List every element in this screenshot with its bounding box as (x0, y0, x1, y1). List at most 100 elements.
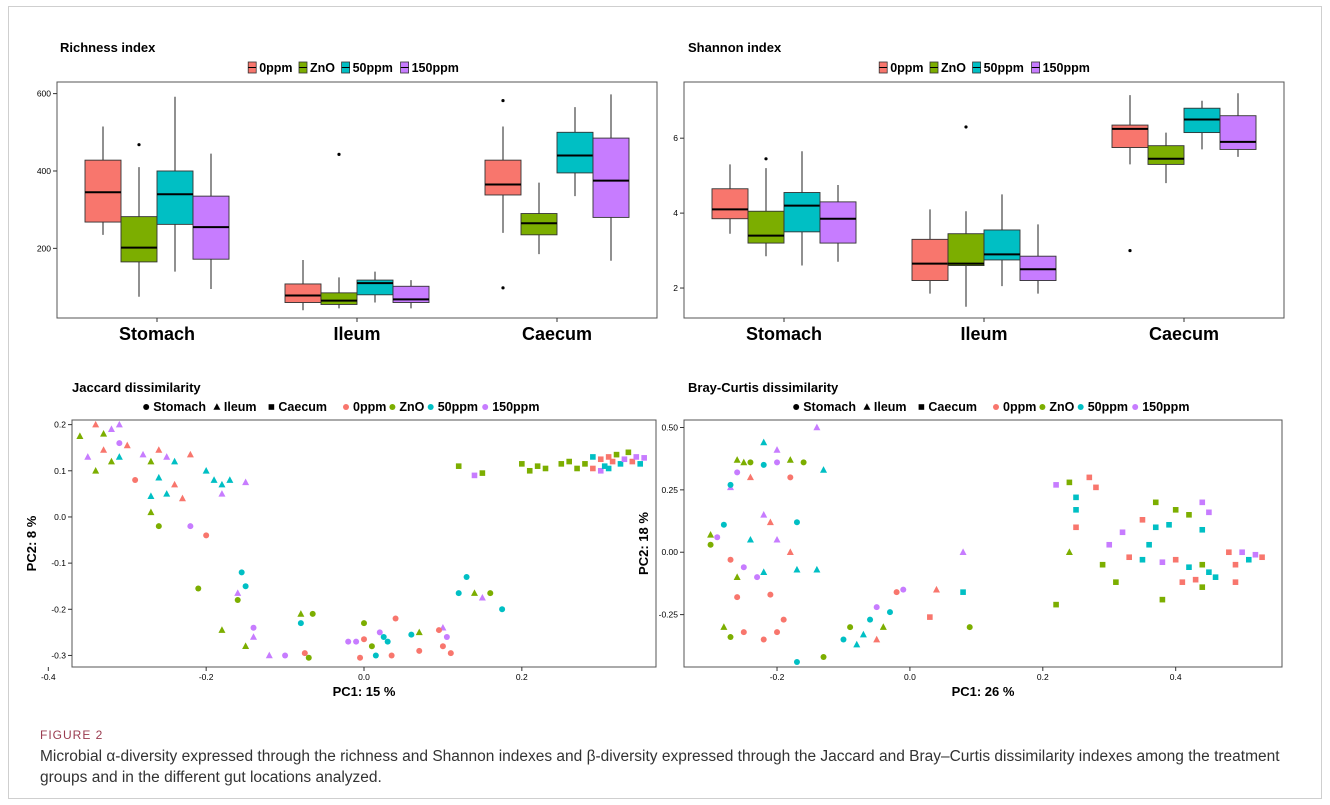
data-point (171, 457, 179, 465)
y-tick-label: -0.3 (51, 650, 66, 660)
x-tick-label: -0.2 (199, 672, 214, 682)
data-point (1073, 507, 1079, 513)
box (120, 216, 158, 263)
box (1111, 124, 1149, 149)
data-point (380, 633, 387, 640)
data-point (471, 472, 478, 479)
data-point (873, 635, 881, 643)
data-point (714, 534, 721, 541)
data-point (1093, 484, 1099, 491)
data-point (747, 459, 754, 466)
data-point (637, 461, 644, 467)
legend-marker (427, 404, 434, 410)
data-point (155, 523, 162, 530)
data-point (361, 620, 367, 627)
data-point (859, 630, 867, 638)
data-point (147, 457, 155, 465)
data-point (1226, 549, 1232, 556)
data-point (265, 651, 273, 659)
data-point (641, 455, 647, 461)
legend-label: 150ppm (1043, 61, 1090, 75)
box (747, 210, 785, 244)
data-point (766, 518, 774, 526)
data-point (238, 569, 245, 576)
x-axis-label: PC1: 15 % (333, 684, 396, 699)
data-point (605, 465, 612, 472)
data-point (1119, 529, 1126, 536)
data-point (621, 456, 628, 463)
data-point (478, 593, 486, 601)
data-point (542, 465, 549, 472)
data-point (760, 438, 768, 446)
data-point (966, 624, 973, 631)
data-point (1232, 579, 1239, 585)
data-point (773, 446, 781, 453)
data-point (597, 467, 604, 474)
data-point (558, 461, 565, 467)
data-point (1232, 561, 1239, 568)
data-point (1259, 554, 1265, 561)
data-point (100, 446, 108, 453)
x-category-label: Caecum (522, 324, 592, 344)
x-tick-label: 0.2 (1037, 672, 1049, 682)
data-point (629, 458, 636, 465)
data-point (774, 459, 781, 466)
data-point (447, 650, 454, 657)
data-point (1199, 526, 1206, 533)
data-point (463, 573, 470, 580)
legend-marker (213, 403, 221, 410)
outlier-point (764, 157, 768, 161)
data-point (1113, 579, 1119, 585)
legend-marker (482, 404, 489, 410)
x-tick-label: 0.0 (358, 672, 370, 682)
data-point (1126, 554, 1132, 561)
y-tick-label: 400 (37, 166, 51, 176)
x-tick-label: -0.2 (770, 672, 785, 682)
data-point (767, 591, 774, 598)
data-point (727, 556, 734, 563)
data-point (242, 478, 250, 486)
data-point (1086, 474, 1093, 481)
legend-label: 0ppm (890, 61, 923, 75)
data-point (840, 636, 847, 643)
data-point (867, 616, 874, 623)
data-point (754, 574, 761, 581)
data-point (780, 616, 787, 623)
legend-marker (1132, 404, 1139, 410)
data-point (793, 519, 800, 526)
legend-label: 50ppm (1088, 400, 1128, 414)
box (156, 170, 194, 225)
legend-label: 50ppm (984, 61, 1024, 75)
data-point (408, 631, 415, 638)
data-point (786, 548, 794, 556)
data-point (900, 586, 907, 593)
legend-label: 150ppm (1142, 400, 1189, 414)
data-point (357, 654, 364, 661)
data-point (893, 589, 900, 596)
data-point (727, 481, 734, 488)
data-point (774, 629, 781, 636)
legend-label: Ileum (224, 400, 257, 414)
y-tick-label: 0.2 (54, 420, 66, 430)
data-point (301, 650, 308, 657)
data-point (155, 446, 163, 453)
data-point (932, 585, 940, 593)
data-point (309, 610, 316, 617)
data-point (368, 643, 375, 650)
data-point (155, 473, 163, 481)
data-point (1206, 509, 1212, 516)
data-point (609, 458, 616, 465)
box (711, 188, 749, 220)
data-point (1139, 556, 1146, 563)
data-point (242, 583, 249, 590)
plot-frame (71, 419, 657, 668)
data-point (415, 628, 423, 636)
data-point (163, 453, 171, 460)
data-point (733, 573, 741, 580)
data-point (959, 548, 967, 556)
data-point (534, 463, 541, 469)
data-point (720, 521, 727, 528)
data-point (1099, 561, 1106, 568)
data-point (202, 466, 210, 474)
data-point (566, 458, 572, 465)
